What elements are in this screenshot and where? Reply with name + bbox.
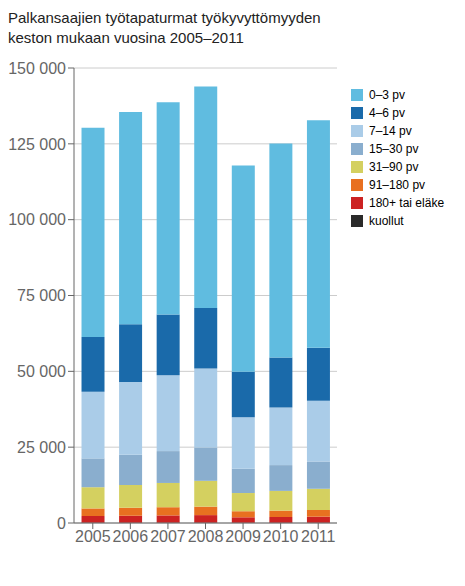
html-text:91–180 pv: 91–180 pv [369,178,426,192]
html-text:7–14 pv: 7–14 pv [369,124,412,138]
svg-text:2008: 2008 [188,528,224,545]
html-text:15–30 pv: 15–30 pv [369,142,419,156]
svg-text:2007: 2007 [150,528,186,545]
svg-text:2005: 2005 [75,528,111,545]
html-text:4–6 pv: 4–6 pv [369,106,405,120]
svg-text:2010: 2010 [263,528,299,545]
svg-text:0: 0 [57,515,66,532]
html-text:31–90 pv: 31–90 pv [369,160,419,174]
svg-text:150 000: 150 000 [8,60,66,77]
svg-text:50 000: 50 000 [17,363,66,380]
svg-text:100 000: 100 000 [8,211,66,228]
html-text:Palkansaajien työtapaturmat ty: Palkansaajien työtapaturmat työkyvyttömy… [8,9,321,46]
svg-text:2009: 2009 [225,528,261,545]
svg-text:125 000: 125 000 [8,136,66,153]
svg-text:75 000: 75 000 [17,287,66,304]
html-text:kuollut: kuollut [369,214,404,228]
html-text:180+ tai eläke: 180+ tai eläke [369,196,445,210]
svg-text:2011: 2011 [301,528,336,545]
html-text:0–3 pv: 0–3 pv [369,88,405,102]
svg-text:2006: 2006 [113,528,149,545]
svg-text:25 000: 25 000 [17,439,66,456]
